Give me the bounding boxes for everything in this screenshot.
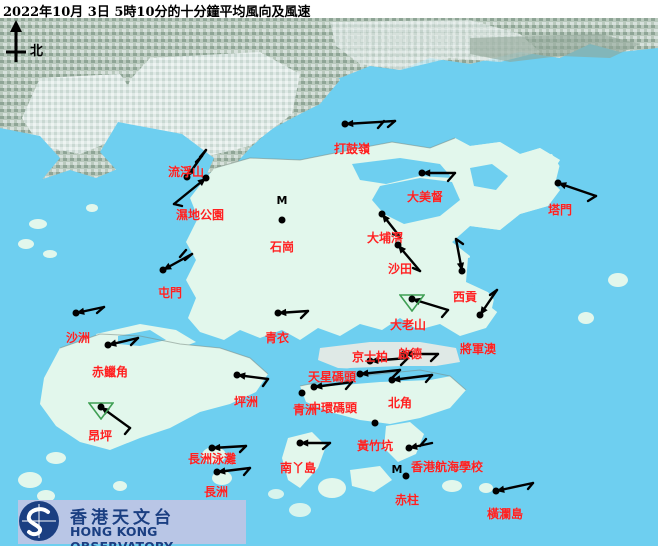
- wind-barb: [478, 288, 499, 317]
- station-dot: [208, 444, 216, 452]
- station-label: 橫瀾島: [486, 507, 524, 521]
- station-label: 京士柏: [351, 350, 389, 364]
- station-label: 中環碼頭: [308, 401, 358, 415]
- logo-text-zh: 香港天文台: [70, 508, 175, 528]
- station-label: 坪洲: [233, 395, 259, 409]
- station-dot: [402, 472, 410, 480]
- wind-barb-layer: [74, 119, 598, 493]
- station-label: 大老山: [389, 318, 427, 332]
- station-label: 石崗: [269, 240, 295, 254]
- station-marine-marker: M: [276, 194, 288, 207]
- station-label: 青衣: [264, 331, 290, 345]
- station-dot: [408, 295, 416, 303]
- station-dot: [310, 383, 318, 391]
- station-dot: [274, 309, 282, 317]
- station-dot: [476, 311, 484, 319]
- station-label: 昂坪: [87, 429, 113, 443]
- station-label: 打鼓嶺: [333, 142, 371, 156]
- north-arrow-icon: [6, 20, 26, 62]
- station-label: 將軍澳: [459, 342, 497, 356]
- station-dot: [405, 444, 413, 452]
- station-dot: [278, 216, 286, 224]
- station-dot: [400, 350, 408, 358]
- north-label: 北: [30, 44, 44, 59]
- station-marine-marker: M: [391, 463, 403, 476]
- station-label: 塔門: [547, 203, 573, 217]
- title-bar: 2022年10月 3日 5時10分的十分鐘平均風向及風速: [0, 0, 658, 20]
- station-dot: [97, 403, 105, 411]
- station-dot: [418, 169, 426, 177]
- station-label: 南丫島: [279, 461, 317, 475]
- station-dot: [159, 266, 167, 274]
- wind-barb: [368, 356, 410, 367]
- station-label: 天星碼頭: [307, 370, 357, 384]
- station-dot: [371, 419, 379, 427]
- station-dot: [554, 179, 562, 187]
- wind-barb: [106, 336, 140, 347]
- wind-barb: [402, 350, 440, 363]
- wind-barb: [210, 443, 248, 454]
- station-dot: [298, 389, 306, 397]
- station-label: 北角: [387, 396, 413, 410]
- station-dot: [378, 210, 386, 218]
- logo-text-en: HONG KONG OBSERVATORY: [70, 524, 173, 546]
- station-label: 濕地公園: [175, 208, 225, 222]
- wind-barb: [556, 181, 598, 203]
- station-label: 長洲泳灘: [187, 452, 237, 466]
- page-title: 2022年10月 3日 5時10分的十分鐘平均風向及風速: [3, 5, 311, 20]
- station-label: 香港航海學校: [410, 460, 484, 474]
- station-label: 啟德: [397, 347, 423, 361]
- station-dot: [458, 267, 466, 275]
- station-dot: [341, 120, 349, 128]
- station-label: 流浮山: [167, 165, 205, 179]
- wind-barb: [494, 481, 535, 493]
- station-triangle-icon: [399, 287, 425, 312]
- station-label: 大美督: [406, 190, 444, 204]
- wind-barb: [390, 373, 434, 384]
- station-dot: [356, 370, 364, 378]
- wind-barb: [454, 237, 465, 273]
- station-dot: [296, 439, 304, 447]
- station-label: 赤鱲角: [91, 365, 129, 379]
- station-dot: [183, 173, 191, 181]
- wind-barb: [343, 119, 397, 130]
- station-dot: [104, 341, 112, 349]
- station-label: 青洲: [292, 403, 318, 417]
- station-dot: [202, 174, 210, 182]
- station-triangle-icon: [88, 395, 114, 420]
- hko-logo-icon: [19, 501, 59, 541]
- station-dot: [213, 468, 221, 476]
- station-dot: [72, 309, 80, 317]
- station-label: 屯門: [157, 286, 183, 300]
- station-label: 赤柱: [394, 493, 420, 507]
- map-canvas[interactable]: 北 打鼓嶺流浮山濕地公園 M 石崗屯門 大美督塔門大埔滘沙田西貢將軍澳 大老山青衣 沙洲赤…: [0, 18, 658, 546]
- station-label: 長洲: [203, 485, 229, 499]
- station-label: 沙洲: [65, 331, 91, 345]
- wind-barb: [276, 308, 310, 320]
- wind-barb: [312, 380, 354, 391]
- station-dot: [492, 487, 500, 495]
- wind-barb: [298, 439, 332, 451]
- station-label: 黃竹坑: [356, 439, 394, 453]
- wind-barb: [215, 466, 252, 477]
- wind-barb: [161, 248, 194, 272]
- wind-barb: [420, 169, 457, 183]
- hko-logo: 香港天文台 HONG KONG OBSERVATORY: [18, 500, 246, 546]
- station-label: 沙田: [387, 262, 413, 276]
- wind-barb: [172, 176, 208, 208]
- station-dot: [233, 371, 241, 379]
- station-label: 西貢: [452, 290, 478, 304]
- wind-barb: [358, 368, 402, 379]
- wind-barb: [235, 372, 270, 388]
- wind-barb: [74, 305, 106, 315]
- station-label: 大埔滘: [366, 231, 404, 245]
- station-dot: [388, 376, 396, 384]
- station-dot: [366, 357, 374, 365]
- station-dot: [394, 241, 402, 249]
